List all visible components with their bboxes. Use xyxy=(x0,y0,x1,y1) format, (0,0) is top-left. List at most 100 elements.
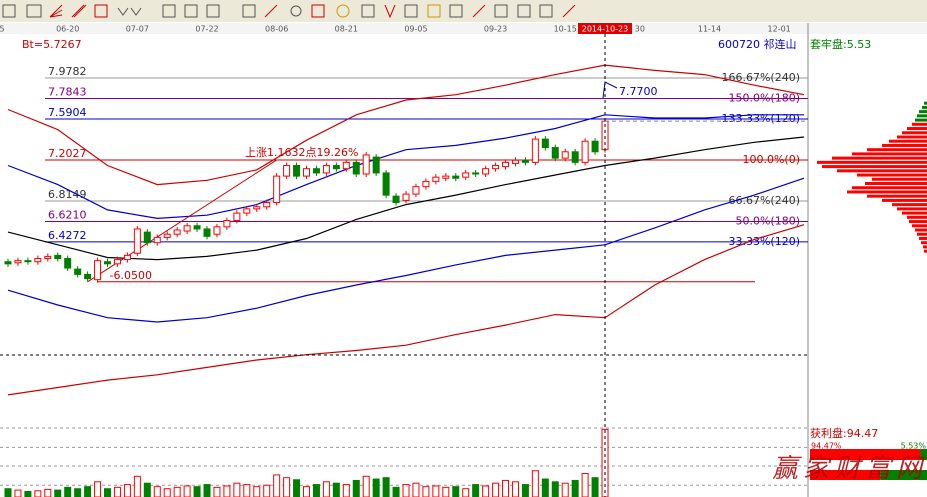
icon[interactable] xyxy=(162,4,176,18)
chip-bar xyxy=(882,143,927,147)
candle xyxy=(472,172,480,175)
x-tick-label: 09-23 xyxy=(484,25,507,34)
level-label: 7.2027 xyxy=(48,147,87,160)
indicator-line xyxy=(7,114,804,220)
icon[interactable] xyxy=(242,4,256,18)
volume-bar xyxy=(74,488,82,497)
volume-bar xyxy=(14,489,22,497)
volume-bar xyxy=(233,482,241,497)
candle xyxy=(74,268,82,275)
icon[interactable] xyxy=(2,4,16,18)
chip-bar xyxy=(924,101,927,105)
icon[interactable] xyxy=(517,4,531,18)
volume-bar xyxy=(183,485,191,497)
volume-bar xyxy=(531,470,539,497)
chip-bar xyxy=(867,194,927,198)
chip-bar xyxy=(917,114,927,118)
icon[interactable] xyxy=(94,4,108,18)
candle xyxy=(263,202,271,208)
icon[interactable] xyxy=(472,4,486,18)
volume-bar xyxy=(283,477,291,497)
volume-bar xyxy=(303,486,311,497)
chip-bar xyxy=(907,215,927,219)
chip-bar xyxy=(902,211,927,215)
candle xyxy=(4,261,12,265)
chip-bar xyxy=(892,203,927,207)
x-tick-label: 30 xyxy=(635,25,645,34)
icon[interactable] xyxy=(384,4,396,19)
volume-bar xyxy=(4,488,12,497)
trapped-ratio: 套牢盘:5.53 xyxy=(810,37,871,51)
level-tag: 66.67%(240) xyxy=(728,194,800,207)
level-tag: 33.33%(120) xyxy=(728,235,800,248)
profit-label: 获利盘:94.47 xyxy=(810,426,878,440)
indicator-line xyxy=(7,177,805,323)
volume-bar xyxy=(412,482,420,497)
candle xyxy=(581,140,589,163)
volume-bar xyxy=(173,486,181,497)
icon[interactable] xyxy=(290,5,302,17)
level-tag: 50.0%(180) xyxy=(735,214,800,227)
volume-bar xyxy=(541,478,549,497)
candle xyxy=(531,138,539,163)
chip-bar xyxy=(837,169,927,173)
candle xyxy=(233,212,241,221)
candle xyxy=(511,159,519,164)
volume-bar xyxy=(203,484,211,497)
candle xyxy=(561,151,569,159)
x-tick-label: 08-21 xyxy=(335,25,358,34)
icon[interactable] xyxy=(264,4,278,18)
icon[interactable] xyxy=(562,4,576,18)
icon[interactable] xyxy=(311,4,325,18)
chip-bar xyxy=(919,236,927,240)
icon[interactable] xyxy=(184,4,198,18)
chip-bar xyxy=(902,131,927,135)
chip-bar xyxy=(882,198,927,202)
volume-bar xyxy=(54,489,62,497)
icon[interactable] xyxy=(404,4,418,18)
volume-bar xyxy=(352,479,360,497)
chip-bar xyxy=(897,135,927,139)
volume-bar xyxy=(382,477,390,497)
chip-bar xyxy=(917,232,927,236)
candle xyxy=(591,140,599,153)
volume-bar xyxy=(422,486,430,497)
volume-bar xyxy=(113,486,121,497)
candle xyxy=(352,161,360,175)
volume-bar xyxy=(402,484,410,497)
candle xyxy=(571,151,579,163)
candle xyxy=(84,273,92,280)
icon[interactable] xyxy=(494,4,508,18)
volume-bar xyxy=(273,474,281,497)
level-tag: 150.0%(180) xyxy=(728,91,800,104)
volume-bar xyxy=(342,484,350,497)
chip-bar xyxy=(919,110,927,114)
chip-bar xyxy=(867,148,927,152)
volume-bar xyxy=(133,475,141,497)
icon[interactable] xyxy=(361,4,375,18)
candle xyxy=(392,195,400,204)
toolbar xyxy=(0,0,927,22)
icon[interactable] xyxy=(206,4,220,18)
icon[interactable] xyxy=(427,4,441,18)
icon[interactable] xyxy=(26,4,42,18)
indicator-line xyxy=(7,224,805,396)
icon[interactable] xyxy=(336,4,350,18)
level-tag: 100.0%(0) xyxy=(742,153,800,166)
icon[interactable] xyxy=(49,4,63,18)
icon[interactable] xyxy=(71,4,87,18)
chip-bar xyxy=(907,127,927,131)
icon[interactable] xyxy=(539,4,553,18)
volume-bar xyxy=(492,482,500,497)
chip-bar xyxy=(852,152,927,156)
volume-bar xyxy=(442,486,450,497)
icon[interactable] xyxy=(117,7,142,16)
candle xyxy=(54,254,62,260)
volume-bar xyxy=(322,481,330,497)
volume-bar xyxy=(24,490,32,497)
volume-bar xyxy=(332,482,340,497)
x-tick-label: 2014-10-23 xyxy=(582,25,629,34)
chip-bar xyxy=(817,160,927,164)
loss-bar-2 xyxy=(880,470,927,480)
icon[interactable] xyxy=(449,4,463,18)
